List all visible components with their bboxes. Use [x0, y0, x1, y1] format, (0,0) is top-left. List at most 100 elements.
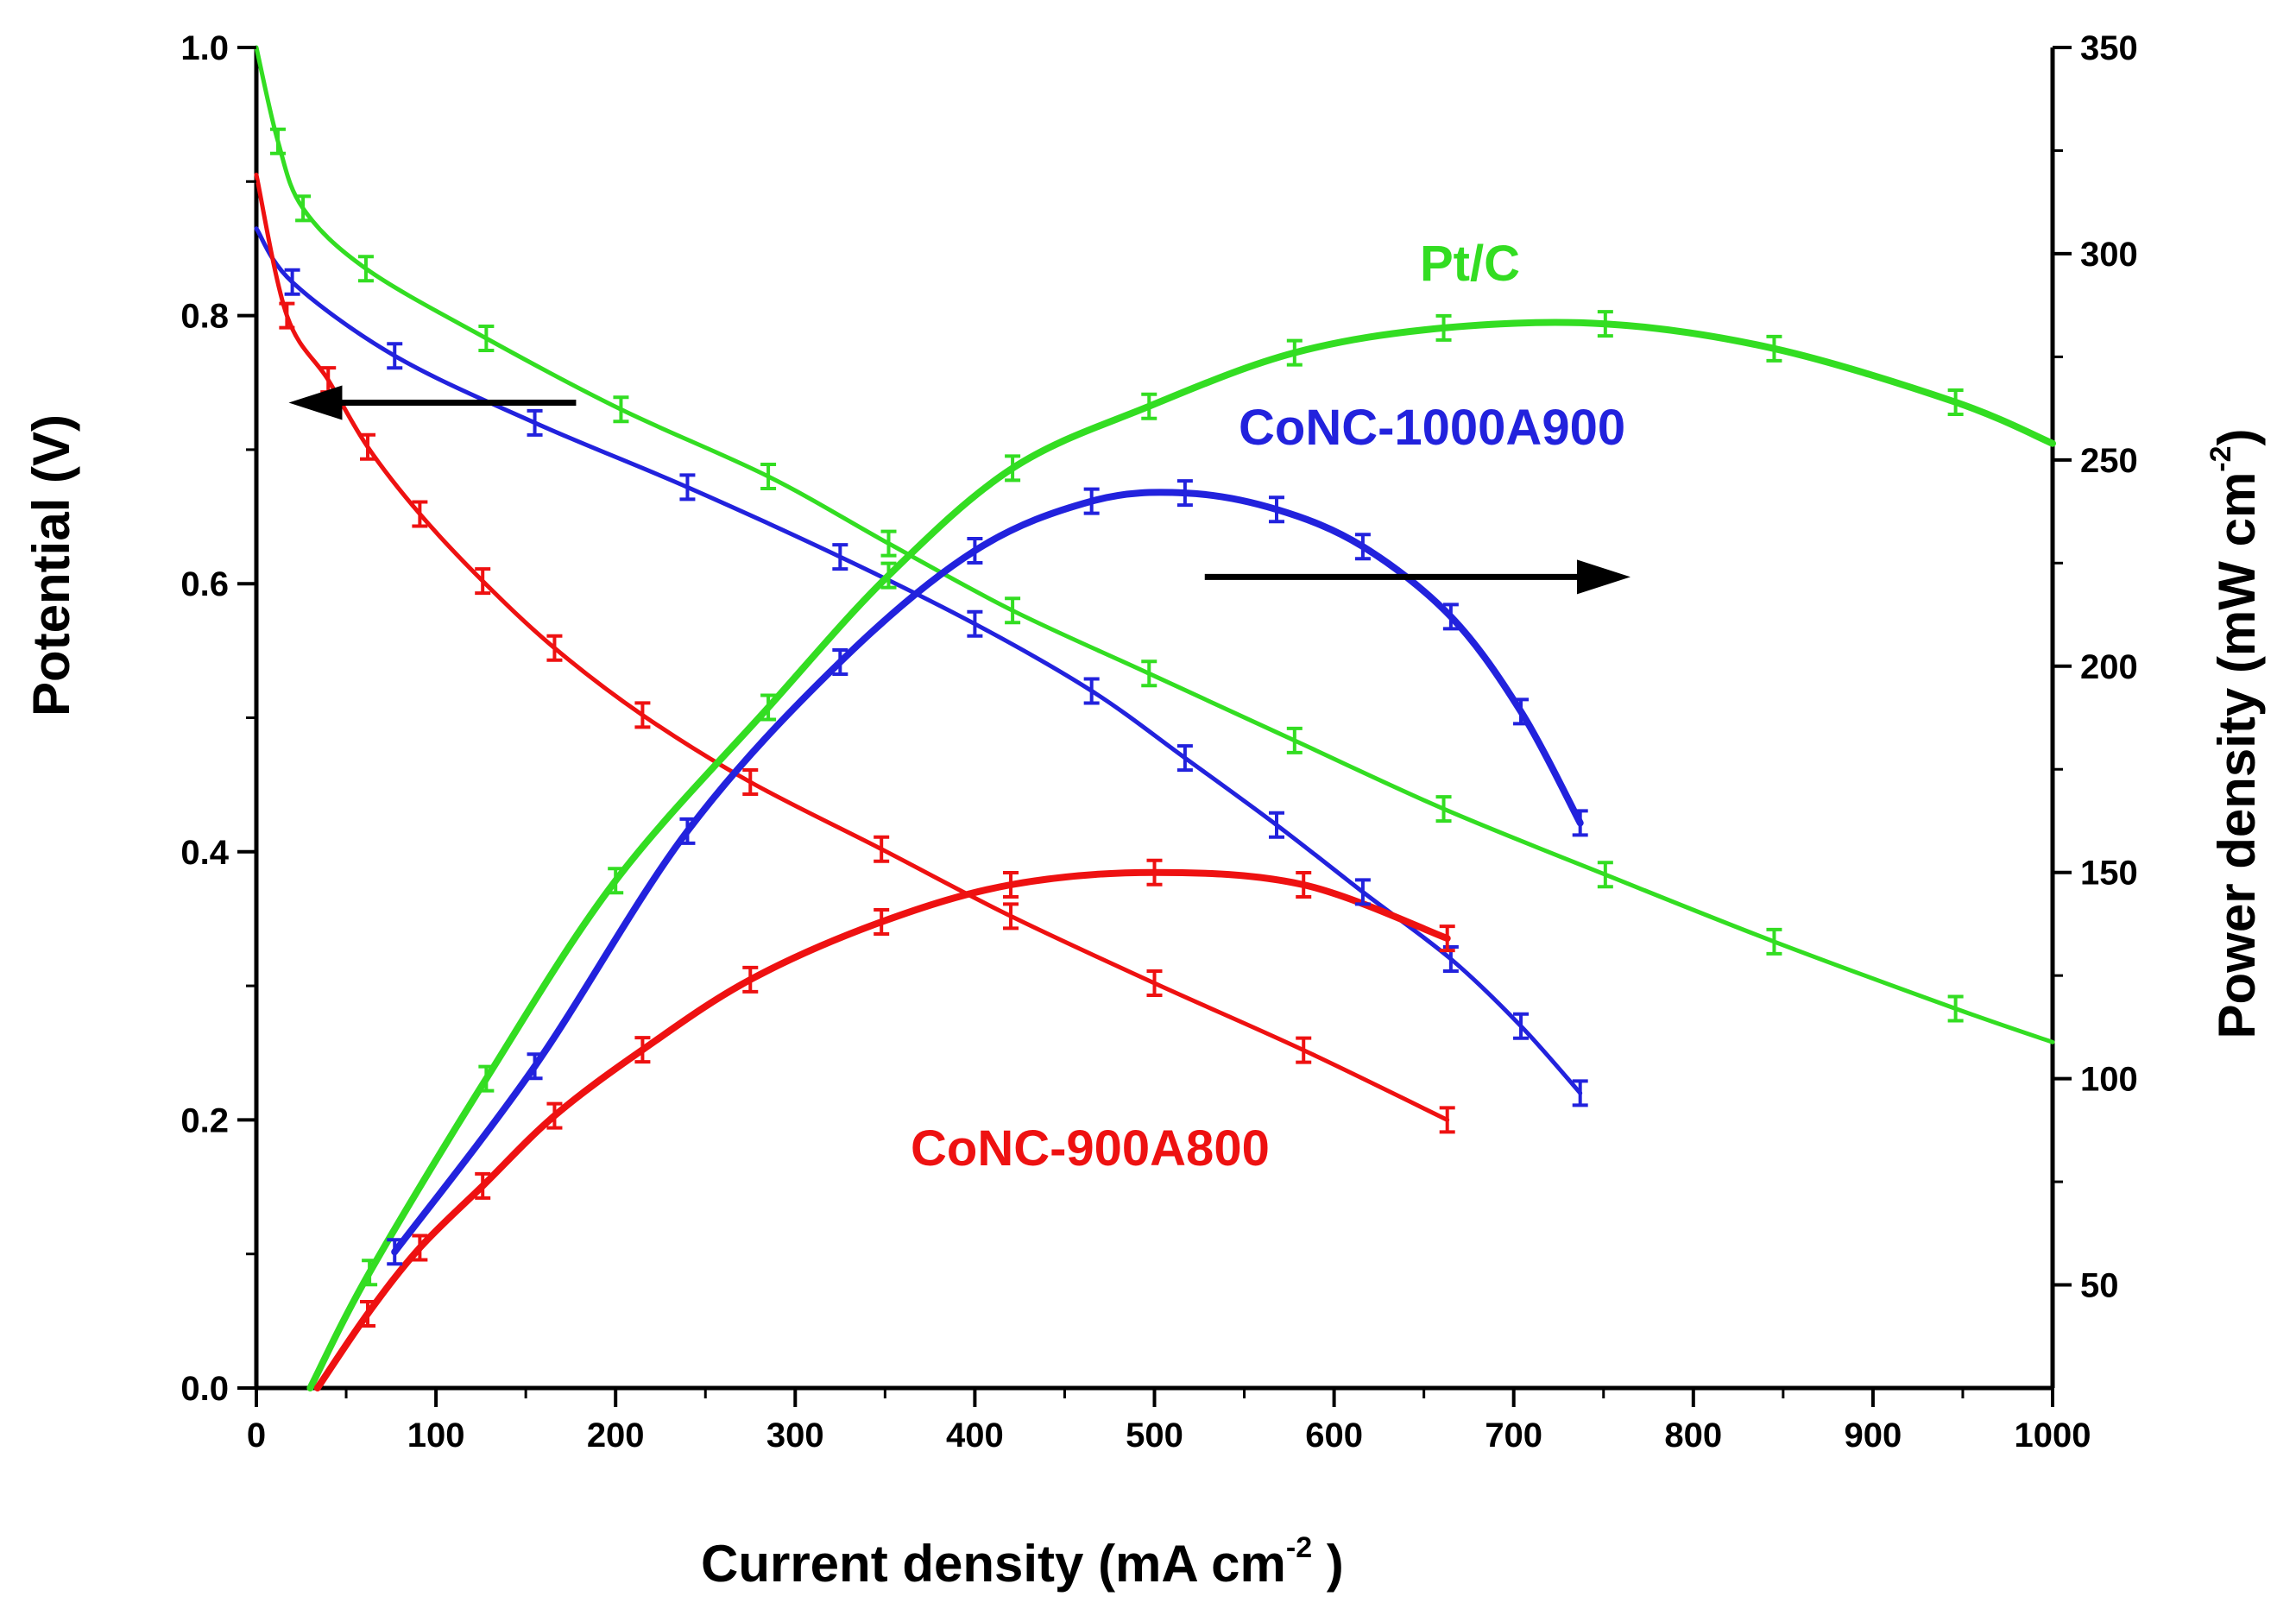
error-bar-pt-c-polarization	[478, 325, 495, 353]
x-tick-label: 100	[407, 1417, 465, 1454]
series-label-ptc: Pt/C	[1420, 236, 1520, 292]
error-bar-conc-1000a900-polarization	[1176, 744, 1193, 773]
error-bar-conc-900a800-polarization	[1003, 902, 1019, 931]
y-right-tick-label: 200	[2080, 648, 2138, 686]
error-bar-pt-c-polarization	[1286, 726, 1303, 754]
error-bar-conc-900a800-power-density	[360, 1299, 376, 1328]
error-bar-pt-c-power-density	[1947, 388, 1964, 416]
x-tick-label: 300	[766, 1417, 824, 1454]
error-bar-conc-1000a900-power-density	[1354, 533, 1371, 561]
error-bar-conc-1000a900-polarization	[387, 342, 403, 370]
error-bar-conc-1000a900-power-density	[832, 647, 848, 676]
error-bar-conc-1000a900-polarization	[1083, 677, 1100, 705]
error-bar-pt-c-power-density	[478, 1064, 495, 1093]
error-bar-conc-1000a900-power-density	[1083, 487, 1100, 515]
y-right-tick-label: 300	[2080, 236, 2138, 274]
x-tick-label: 500	[1126, 1417, 1183, 1454]
error-bar-pt-c-polarization	[1766, 927, 1782, 956]
error-bar-conc-1000a900-power-density	[967, 536, 983, 565]
error-bar-conc-1000a900-polarization	[527, 408, 543, 437]
error-bar-conc-1000a900-power-density	[1572, 809, 1588, 837]
error-bar-conc-1000a900-polarization	[832, 543, 848, 571]
error-bar-pt-c-power-density	[1766, 334, 1782, 363]
x-tick-label: 400	[946, 1417, 1004, 1454]
error-bar-conc-900a800-power-density	[412, 1234, 428, 1262]
arrow-pointing-left	[288, 385, 577, 420]
error-bar-conc-900a800-power-density	[874, 908, 890, 937]
error-bar-pt-c-power-density	[1597, 310, 1613, 338]
x-tick-label: 800	[1664, 1417, 1722, 1454]
error-bar-pt-c-polarization	[880, 529, 897, 558]
series-layer	[254, 45, 2056, 1391]
series-line-conc-1000a900-polarization	[254, 226, 1583, 1095]
error-bar-pt-c-power-density	[1286, 338, 1303, 367]
x-tick-label: 1000	[2015, 1417, 2091, 1454]
error-bar-conc-1000a900-polarization	[1572, 1079, 1588, 1107]
error-bar-conc-1000a900-power-density	[679, 817, 696, 845]
error-bar-pt-c-power-density	[880, 561, 897, 590]
tick-layer: 0 100 200 300 400 500 600 700 800 900 1000 0.0 0.2 0.…	[180, 29, 2137, 1454]
error-bar-conc-900a800-polarization	[1439, 1106, 1455, 1134]
error-bar-conc-900a800-polarization	[874, 835, 890, 863]
error-bar-pt-c-power-density	[1005, 454, 1021, 483]
error-bar-conc-900a800-power-density	[475, 1171, 491, 1200]
y-right-tick-label: 250	[2080, 442, 2138, 480]
error-bar-conc-900a800-polarization	[1146, 969, 1163, 997]
x-tick-label: 0	[247, 1417, 266, 1454]
y-left-tick-label: 1.0	[180, 29, 229, 67]
y-right-axis-title: Power density (mW cm-2)	[2205, 428, 2266, 1038]
error-bar-conc-900a800-power-density	[1296, 871, 1312, 899]
series-label-conc-900a800: CoNC-900A800	[911, 1120, 1270, 1177]
error-bar-pt-c-polarization	[1597, 861, 1613, 889]
y-right-tick-label: 350	[2080, 29, 2138, 67]
x-tick-label: 900	[1845, 1417, 1902, 1454]
error-bar-pt-c-polarization	[760, 462, 777, 490]
error-bar-pt-c-polarization	[613, 395, 629, 424]
arrow-head	[288, 385, 343, 420]
y-left-tick-label: 0.6	[180, 565, 229, 603]
error-bar-conc-900a800-polarization	[546, 634, 563, 662]
y-left-tick-label: 0.8	[180, 298, 229, 336]
x-tick-label: 200	[587, 1417, 645, 1454]
error-bar-conc-900a800-power-density	[1003, 871, 1019, 899]
y-left-tick-label: 0.2	[180, 1101, 229, 1139]
error-bar-pt-c-power-density	[1435, 313, 1452, 342]
arrow-pointing-right	[1204, 559, 1631, 595]
error-bar-conc-1000a900-power-density	[1269, 495, 1285, 524]
error-bar-conc-900a800-polarization	[634, 701, 651, 729]
error-bar-conc-1000a900-polarization	[284, 268, 300, 296]
error-bar-pt-c-polarization	[1141, 659, 1157, 688]
error-bar-conc-1000a900-polarization	[1513, 1012, 1530, 1040]
error-bar-conc-1000a900-power-density	[1442, 603, 1459, 631]
error-bar-pt-c-polarization	[1435, 795, 1452, 823]
error-bar-conc-900a800-polarization	[742, 768, 759, 797]
error-bar-conc-900a800-power-density	[1439, 924, 1455, 953]
error-bar-pt-c-polarization	[1005, 596, 1021, 625]
error-bar-conc-1000a900-power-density	[527, 1052, 543, 1081]
error-bar-conc-900a800-power-density	[1146, 858, 1163, 887]
error-bar-conc-900a800-polarization	[360, 432, 376, 461]
plot-frame	[254, 47, 2055, 1391]
error-bar-conc-900a800-polarization	[412, 500, 428, 528]
error-bar-conc-1000a900-polarization	[967, 609, 983, 638]
series-label-conc-1000a900: CoNC-1000A900	[1239, 400, 1625, 456]
x-tick-label: 600	[1305, 1417, 1363, 1454]
error-bar-conc-900a800-polarization	[279, 301, 295, 330]
error-bar-conc-1000a900-polarization	[1269, 811, 1285, 839]
error-bar-pt-c-power-density	[608, 867, 624, 895]
error-bar-conc-900a800-power-density	[546, 1101, 563, 1130]
error-bar-conc-900a800-power-density	[742, 965, 759, 994]
error-bar-pt-c-polarization	[295, 194, 312, 223]
error-bar-pt-c-polarization	[269, 127, 286, 155]
y-left-tick-label: 0.0	[180, 1370, 229, 1408]
error-bar-pt-c-power-density	[362, 1259, 378, 1287]
y-right-tick-label: 50	[2080, 1267, 2119, 1305]
y-right-tick-label: 100	[2080, 1061, 2138, 1099]
y-right-tick-label: 150	[2080, 855, 2138, 893]
y-left-tick-label: 0.4	[180, 834, 229, 872]
error-bar-conc-1000a900-power-density	[387, 1238, 403, 1266]
error-bar-conc-1000a900-power-density	[1513, 697, 1530, 726]
error-bar-pt-c-power-density	[1141, 392, 1157, 420]
y-left-axis-title: Potential (V)	[22, 414, 80, 716]
